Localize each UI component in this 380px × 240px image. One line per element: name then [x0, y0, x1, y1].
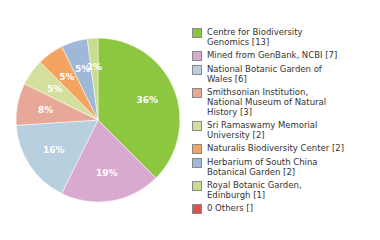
svg-text:5%: 5%	[47, 84, 62, 94]
svg-text:16%: 16%	[43, 145, 65, 155]
html-text:Sri Ramaswamy Memorial Univers: Sri Ramaswamy Memorial University [2]	[207, 119, 318, 140]
svg-text:2%: 2%	[87, 62, 102, 72]
html-text:Smithsonian Institution, Natio: Smithsonian Institution, National Museum…	[207, 86, 327, 117]
html-text:Centre for Biodiversity Genomi: Centre for Biodiversity Genomics [13]	[207, 26, 303, 47]
svg-text:8%: 8%	[38, 105, 53, 115]
svg-text:5%: 5%	[74, 64, 91, 74]
svg-text:36%: 36%	[136, 95, 158, 105]
html-text:Naturalis Biodiversity Center: Naturalis Biodiversity Center [2]	[207, 142, 344, 153]
html-text:Mined from GenBank, NCBI [7]: Mined from GenBank, NCBI [7]	[207, 49, 338, 60]
html-text:0 Others []: 0 Others []	[207, 202, 253, 213]
html-text:Royal Botanic Garden, Edinburg: Royal Botanic Garden, Edinburgh [1]	[207, 179, 302, 200]
svg-text:19%: 19%	[96, 168, 118, 178]
svg-text:5%: 5%	[59, 72, 74, 82]
html-text:National Botanic Garden of Wal: National Botanic Garden of Wales [6]	[207, 63, 322, 84]
html-text:Herbarium of South China Botan: Herbarium of South China Botanical Garde…	[207, 156, 318, 177]
